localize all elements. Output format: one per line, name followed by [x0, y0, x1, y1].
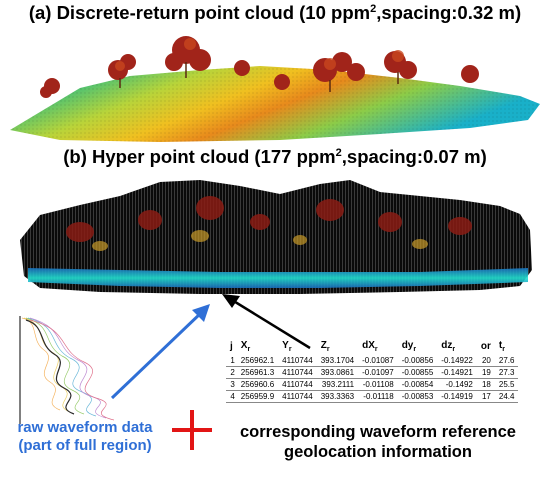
- cell-dz: -0.14919: [437, 390, 477, 403]
- geolocation-info-label-line1: corresponding waveform reference: [239, 423, 516, 441]
- cell-dy: -0.00854: [397, 378, 438, 391]
- cell-t: 27.6: [494, 355, 519, 367]
- title-hyper-point-cloud: (b) Hyper point cloud (177 ppm2,spacing:…: [63, 146, 487, 167]
- cell-z: 393.2111: [316, 378, 359, 391]
- table-row: 4 256959.9 4110744 393.3363 -0.01118 -0.…: [226, 390, 519, 403]
- cell-z: 393.3363: [316, 390, 359, 403]
- col-header-t: tr: [498, 340, 505, 353]
- cell-x: 256959.9: [236, 390, 279, 403]
- cell-j: 4: [226, 390, 237, 403]
- title-discrete-return: (a) Discrete-return point cloud (10 ppm2…: [28, 2, 522, 23]
- cell-dx: -0.01108: [358, 378, 398, 391]
- cell-or: 19: [476, 366, 495, 379]
- cell-y: 4110744: [278, 378, 317, 391]
- plus-icon: [172, 410, 212, 450]
- col-header-or: or: [480, 341, 491, 352]
- cell-dx: -0.01118: [358, 390, 398, 403]
- col-header-x: Xr: [240, 340, 251, 353]
- cell-or: 18: [476, 378, 495, 391]
- col-header-y: Yr: [282, 340, 292, 353]
- cell-j: 2: [226, 366, 237, 379]
- cell-z: 393.0861: [316, 366, 359, 379]
- col-header-j: j: [230, 341, 233, 352]
- cell-y: 4110744: [278, 366, 317, 379]
- raw-waveform-label: raw waveform data (part of full region): [0, 419, 170, 455]
- cell-t: 27.3: [494, 366, 519, 379]
- geolocation-table: j Xr Yr Zr dXr dyr dzr or tr 1 256962.1 …: [226, 340, 519, 403]
- cell-t: 24.4: [494, 390, 519, 403]
- raw-waveform-label-line2: (part of full region): [18, 437, 152, 454]
- discrete-point-cloud-image: [10, 36, 540, 142]
- cell-dy: -0.00856: [397, 355, 438, 367]
- cell-or: 20: [476, 355, 495, 367]
- cell-y: 4110744: [278, 355, 317, 367]
- col-header-dz: dzr: [441, 340, 456, 353]
- col-header-dx: dXr: [362, 340, 378, 353]
- cell-y: 4110744: [278, 390, 317, 403]
- col-header-z: Zr: [320, 340, 330, 353]
- cell-or: 17: [476, 390, 495, 403]
- table-row: 1 256962.1 4110744 393.1704 -0.01087 -0.…: [226, 355, 519, 367]
- cell-dx: -0.01087: [358, 355, 398, 367]
- table-row: 3 256960.6 4110744 393.2111 -0.01108 -0.…: [226, 378, 519, 391]
- raw-waveform-label-line1: raw waveform data: [17, 419, 153, 436]
- geolocation-info-label-line2: geolocation information: [284, 443, 472, 461]
- cell-x: 256961.3: [236, 366, 279, 379]
- col-header-dy: dyr: [401, 340, 417, 353]
- table-row: 2 256961.3 4110744 393.0861 -0.01097 -0.…: [226, 366, 519, 379]
- cell-dz: -0.14921: [437, 366, 477, 379]
- cell-dz: -0.14922: [437, 355, 477, 367]
- cell-t: 25.5: [494, 378, 519, 391]
- cell-j: 1: [226, 355, 237, 367]
- cell-x: 256960.6: [236, 378, 279, 391]
- cell-x: 256962.1: [236, 355, 279, 367]
- cell-dy: -0.00853: [397, 390, 438, 403]
- table-header-row: j Xr Yr Zr dXr dyr dzr or tr: [226, 340, 518, 355]
- cell-dy: -0.00855: [397, 366, 438, 379]
- cell-j: 3: [226, 378, 237, 391]
- cell-dz: -0.1492: [437, 378, 477, 391]
- cell-z: 393.1704: [316, 355, 359, 367]
- cell-dx: -0.01097: [358, 366, 398, 379]
- geolocation-info-label: corresponding waveform reference geoloca…: [206, 422, 550, 462]
